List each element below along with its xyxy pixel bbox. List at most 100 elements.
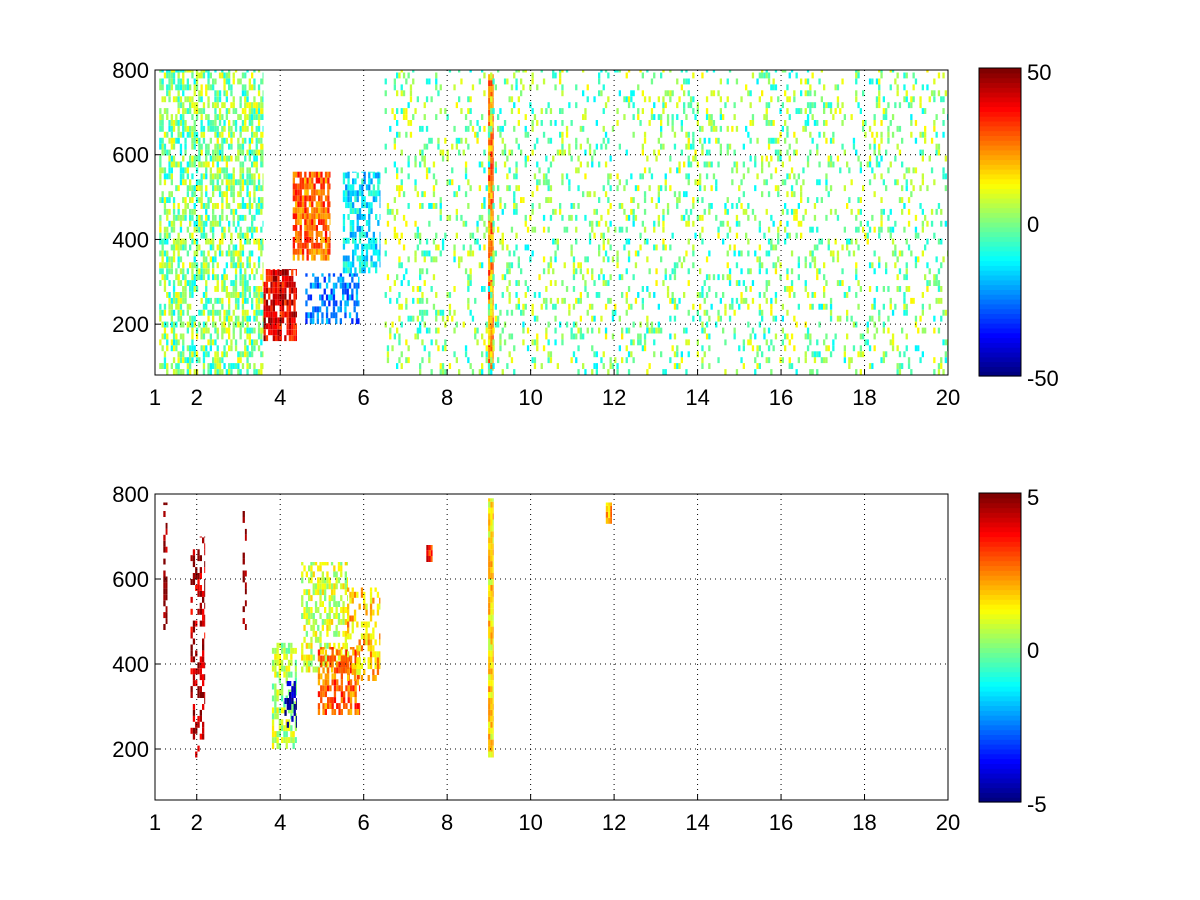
heatmap-cell: [276, 659, 279, 666]
heatmap-cell: [175, 363, 178, 369]
heatmap-cell: [520, 309, 523, 316]
heatmap-cell: [722, 220, 725, 227]
heatmap-cell: [451, 143, 454, 150]
heatmap-cell: [313, 183, 316, 190]
heatmap-cell: [483, 244, 486, 251]
heatmap-cell: [352, 178, 355, 185]
heatmap-cell: [767, 357, 771, 364]
heatmap-cell: [320, 201, 323, 208]
heatmap-cell: [232, 179, 235, 186]
heatmap-cell: [281, 689, 284, 696]
heatmap-cell: [199, 686, 202, 692]
heatmap-cell: [218, 149, 222, 156]
heatmap-cell: [237, 114, 240, 120]
heatmap-cell: [163, 321, 167, 328]
heatmap-cell: [501, 137, 504, 144]
heatmap-cell: [195, 226, 199, 233]
heatmap-cell: [885, 108, 888, 114]
heatmap-cell: [358, 214, 362, 220]
heatmap-cell: [712, 120, 716, 126]
heatmap-cell: [163, 570, 166, 577]
heatmap-cell: [738, 220, 741, 227]
heatmap-cell: [767, 161, 771, 168]
heatmap-cell: [198, 108, 201, 114]
heatmap-cell: [290, 701, 293, 708]
heatmap-cell: [200, 327, 203, 334]
heatmap-cell: [871, 214, 874, 221]
heatmap-cell: [225, 309, 228, 316]
heatmap-cell: [348, 273, 352, 277]
heatmap-cell: [829, 155, 833, 162]
heatmap-cell: [228, 292, 231, 298]
heatmap-cell: [520, 197, 523, 203]
heatmap-cell: [301, 254, 305, 261]
heatmap-cell: [848, 197, 851, 203]
heatmap-cell: [198, 137, 201, 144]
heatmap-cell: [545, 197, 548, 203]
heatmap-cell: [717, 232, 720, 239]
heatmap-cell: [889, 208, 892, 215]
heatmap-cell: [202, 203, 206, 209]
heatmap-cell: [724, 208, 727, 215]
heatmap-cell: [609, 173, 612, 180]
heatmap-cell: [186, 268, 189, 275]
heatmap-cell: [202, 680, 205, 687]
heatmap-cell: [878, 78, 881, 85]
heatmap-cell: [205, 292, 208, 298]
heatmap-cell: [191, 280, 194, 286]
heatmap-cell: [641, 90, 644, 97]
heatmap-cell: [195, 351, 199, 358]
heatmap-cell: [405, 303, 408, 310]
heatmap-cell: [676, 351, 679, 358]
heatmap-cell: [806, 333, 810, 340]
heatmap-cell: [836, 280, 840, 286]
heatmap-cell: [199, 555, 202, 562]
heatmap-cell: [490, 151, 493, 158]
heatmap-cell: [389, 327, 392, 334]
heatmap-cell: [223, 155, 226, 162]
heatmap-cell: [866, 327, 869, 334]
heatmap-cell: [299, 248, 302, 255]
heatmap-cell: [715, 179, 718, 186]
heatmap-cell: [419, 161, 422, 168]
heatmap-cell: [263, 311, 266, 318]
heatmap-cell: [490, 186, 493, 193]
heatmap-cell: [813, 357, 817, 364]
heatmap-cell: [251, 131, 254, 138]
heatmap-cell: [244, 90, 247, 97]
heatmap-cell: [255, 226, 258, 233]
heatmap-cell: [200, 84, 203, 91]
heatmap-cell: [784, 203, 787, 209]
heatmap-cell: [207, 149, 210, 156]
heatmap-cell: [301, 595, 304, 602]
heatmap-cell: [345, 190, 348, 197]
heatmap-cell: [285, 671, 288, 678]
heatmap-cell: [618, 179, 621, 186]
heatmap-cell: [342, 243, 346, 250]
heatmap-cell: [758, 303, 761, 310]
heatmap-cell: [251, 137, 254, 144]
heatmap-cell: [733, 244, 736, 251]
heatmap-cell: [641, 149, 644, 156]
heatmap-cell: [177, 102, 180, 109]
heatmap-cell: [204, 567, 206, 573]
heatmap-cell: [168, 256, 171, 263]
heatmap-cell: [761, 72, 764, 79]
heatmap-cell: [917, 232, 920, 239]
heatmap-cell: [556, 244, 559, 251]
heatmap-cell: [676, 102, 679, 109]
heatmap-cell: [715, 292, 718, 298]
heatmap-cell: [664, 274, 667, 281]
heatmap-cell: [301, 213, 305, 220]
colorbar-swatch: [979, 77, 1021, 84]
heatmap-cell: [531, 303, 534, 310]
heatmap-cell: [278, 653, 281, 660]
x-tick-label: 4: [274, 385, 286, 410]
heatmap-cell: [738, 250, 741, 257]
heatmap-cell: [274, 713, 277, 720]
heatmap-cell: [212, 309, 215, 316]
heatmap-cell: [251, 108, 254, 114]
heatmap-cell: [921, 220, 924, 227]
heatmap-cell: [602, 232, 605, 239]
heatmap-cell: [305, 312, 308, 319]
